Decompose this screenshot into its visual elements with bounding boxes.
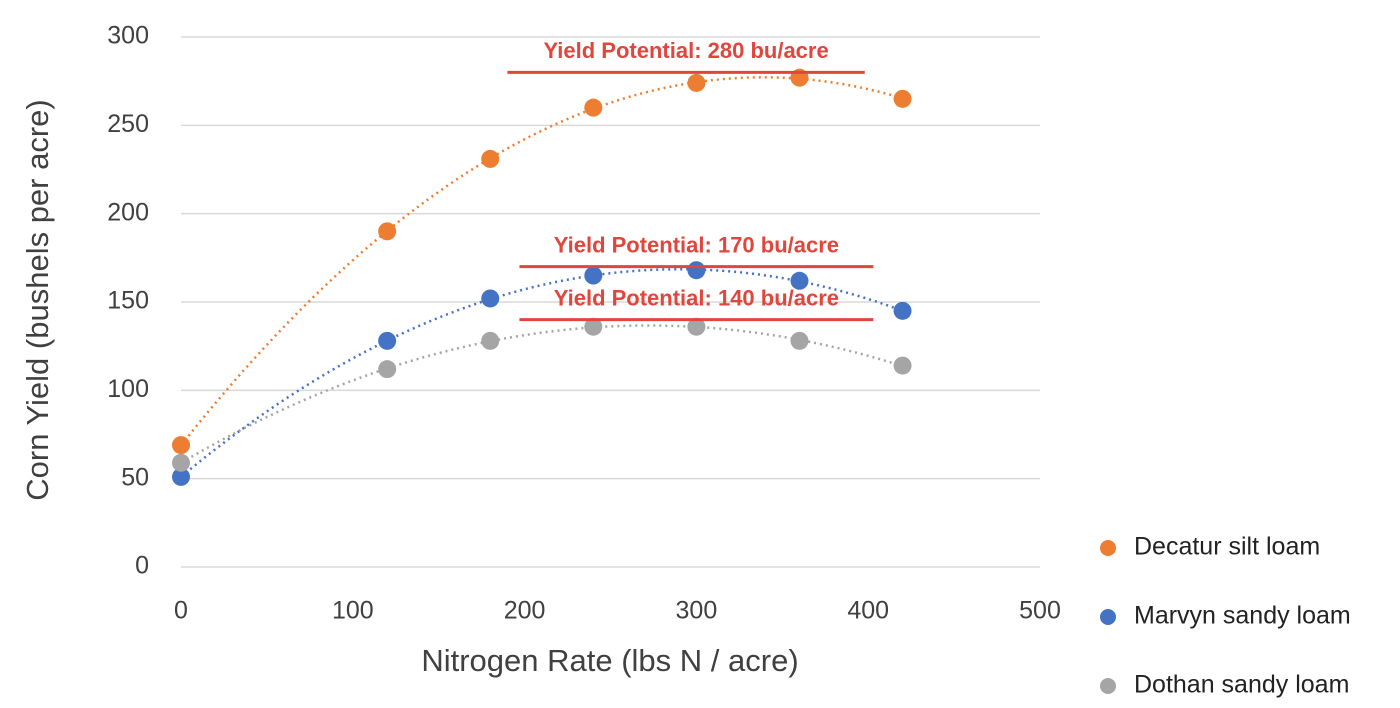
point [893, 356, 912, 375]
point [172, 436, 190, 455]
point [584, 266, 603, 285]
legend-text: Marvyn sandy loam [1134, 602, 1351, 630]
annotation-text: Yield Potential: 280 bu/acre [543, 38, 828, 63]
y-tick-label: 50 [121, 463, 149, 491]
point [584, 317, 603, 336]
point [687, 73, 706, 92]
point [378, 222, 397, 241]
x-tick-label: 100 [332, 597, 374, 625]
point [481, 149, 500, 168]
point [687, 317, 706, 336]
y-tick-label: 0 [135, 552, 149, 580]
point [378, 331, 397, 350]
x-tick-label: 200 [504, 597, 546, 625]
point [584, 98, 603, 117]
y-tick-label: 100 [107, 375, 149, 403]
legend-text: Decatur silt loam [1134, 533, 1320, 561]
x-axis-title: Nitrogen Rate (lbs N / acre) [421, 643, 798, 678]
point [790, 271, 809, 290]
legend-text: Dothan sandy loam [1134, 671, 1349, 699]
point [790, 331, 809, 350]
point [893, 301, 912, 320]
annotation-text: Yield Potential: 140 bu/acre [554, 285, 839, 310]
point [172, 467, 190, 486]
point [481, 331, 500, 350]
y-tick-label: 200 [107, 198, 149, 226]
x-tick-label: 0 [174, 597, 188, 625]
y-tick-label: 250 [107, 110, 149, 138]
x-tick-label: 300 [676, 597, 718, 625]
point [172, 453, 190, 472]
y-axis-title: Corn Yield (bushels per acre) [20, 99, 55, 500]
legend-marker [1100, 540, 1116, 556]
point [687, 261, 706, 280]
legend-marker [1100, 678, 1116, 694]
x-tick-label: 400 [847, 597, 889, 625]
y-tick-label: 300 [107, 22, 149, 50]
point [893, 89, 912, 108]
point [378, 360, 397, 379]
trendline [180, 267, 903, 478]
x-tick-label: 500 [1019, 597, 1061, 625]
annotation-text: Yield Potential: 170 bu/acre [554, 232, 839, 257]
point [481, 289, 500, 308]
trendline [180, 76, 903, 447]
y-tick-label: 150 [107, 287, 149, 315]
legend-marker [1100, 609, 1116, 625]
